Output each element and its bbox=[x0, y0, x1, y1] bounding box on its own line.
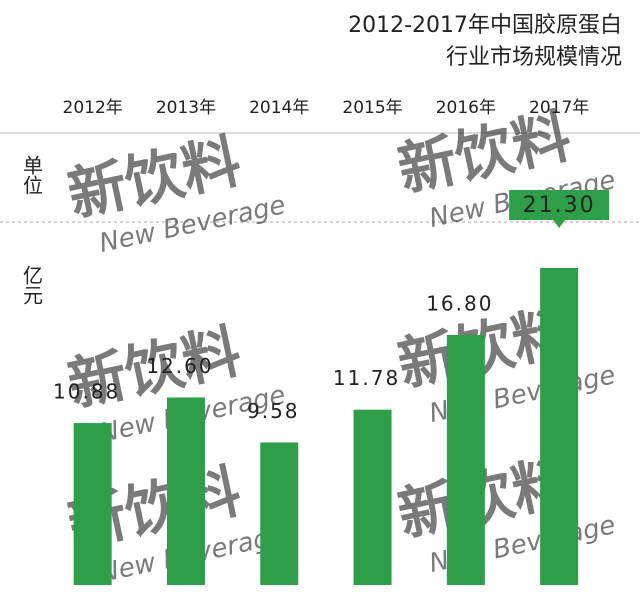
value-label: 9.58 bbox=[247, 399, 300, 423]
unit-label: 单位 bbox=[20, 155, 44, 195]
chart-title: 2012-2017年中国胶原蛋白 bbox=[348, 13, 622, 38]
bar bbox=[446, 334, 485, 585]
x-tick-label: 2012年 bbox=[63, 98, 123, 118]
bar bbox=[73, 423, 112, 585]
x-tick-label: 2014年 bbox=[249, 98, 309, 118]
value-label: 21.30 bbox=[523, 193, 596, 218]
value-label: 11.78 bbox=[333, 366, 400, 390]
bar bbox=[260, 442, 299, 585]
chart-title: 行业市场规模情况 bbox=[446, 45, 622, 70]
x-tick-label: 2013年 bbox=[156, 98, 216, 118]
x-tick-label: 2016年 bbox=[436, 98, 496, 118]
bar bbox=[540, 268, 579, 585]
bar bbox=[166, 397, 205, 585]
value-label: 16.80 bbox=[426, 291, 493, 315]
value-label: 12.60 bbox=[146, 354, 213, 378]
value-label: 10.88 bbox=[53, 380, 120, 404]
unit-label: 亿元 bbox=[20, 265, 44, 305]
bar bbox=[353, 409, 392, 585]
x-tick-label: 2015年 bbox=[342, 98, 402, 118]
value-label-pointer bbox=[553, 220, 566, 228]
x-tick-label: 2017年 bbox=[529, 98, 589, 118]
value-label-box bbox=[509, 190, 610, 220]
